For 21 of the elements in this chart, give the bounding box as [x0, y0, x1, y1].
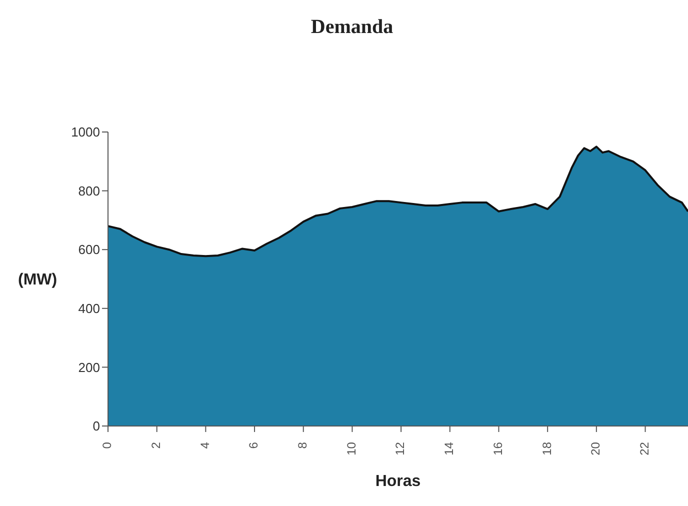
x-tick-label: 18	[540, 442, 554, 456]
x-tick-label: 2	[149, 442, 164, 449]
y-tick-label: 200	[78, 360, 100, 375]
y-tick-label: 400	[78, 301, 100, 316]
x-tick-label: 22	[637, 442, 652, 456]
y-tick-label: 1000	[71, 124, 100, 140]
x-axis-title: Horas	[375, 473, 421, 490]
x-tick-label: 10	[344, 442, 358, 456]
x-tick-label: 14	[442, 442, 456, 456]
x-tick-label: 20	[588, 442, 603, 456]
x-tick-label: 8	[296, 442, 310, 449]
x-tick-label: 0	[100, 442, 114, 449]
y-tick-label: 800	[78, 183, 100, 198]
y-axis-title: (MW)	[18, 272, 58, 289]
x-tick-label: 16	[490, 442, 505, 456]
y-tick-label: 0	[92, 418, 100, 434]
x-tick-label: 6	[246, 442, 261, 449]
x-tick-label: 4	[198, 442, 212, 449]
chart-title: Demanda	[310, 15, 394, 40]
y-tick-label: 600	[78, 242, 100, 258]
x-tick-label: 12	[393, 442, 408, 456]
